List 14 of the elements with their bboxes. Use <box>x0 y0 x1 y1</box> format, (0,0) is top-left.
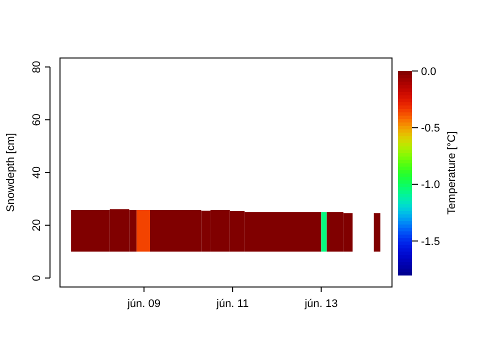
color-bar-label: -1.5 <box>421 236 440 248</box>
color-bar-label: -1.0 <box>421 179 440 192</box>
x-tick-label: jún. 11 <box>216 298 249 310</box>
x-tick-label: jún. 09 <box>126 298 161 310</box>
y-axis-title: Snowdepth [cm] <box>5 133 17 212</box>
y-tick-label: 40 <box>31 166 43 179</box>
y-tick-label: 20 <box>31 219 43 232</box>
y-tick-label: 60 <box>31 114 43 126</box>
color-bar-label: 0.0 <box>421 66 436 78</box>
color-bar-title: Temperature [°C] <box>446 131 458 215</box>
color-bar-label: -0.5 <box>421 122 440 135</box>
y-tick-label: 0 <box>31 274 43 282</box>
y-tick-label: 80 <box>31 60 43 74</box>
x-tick-label: jún. 13 <box>304 298 338 310</box>
